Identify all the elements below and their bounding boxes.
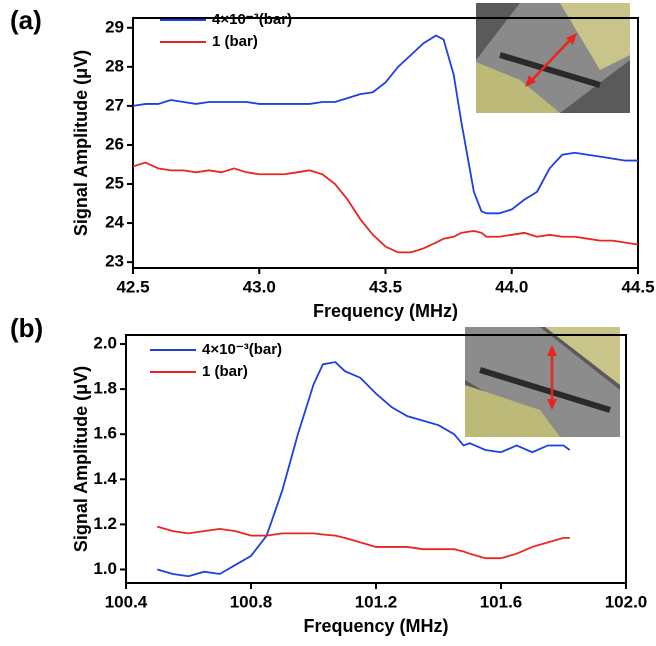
x-tick-label: 102.0 [605, 592, 648, 611]
y-tick-label: 26 [105, 134, 124, 153]
y-tick-label: 28 [105, 56, 124, 75]
x-tick-label: 101.6 [480, 592, 523, 611]
legend-label: 1 (bar) [212, 33, 258, 50]
y-tick-label: 25 [105, 174, 124, 193]
y-tick-label: 1.6 [93, 424, 117, 443]
series-line [132, 161, 639, 254]
x-tick-label: 100.4 [105, 592, 148, 611]
y-tick-label: 27 [105, 95, 124, 114]
y-axis-label: Signal Amplitude (μV) [71, 50, 91, 236]
y-tick-label: 1.0 [93, 559, 117, 578]
x-tick-label: 43.5 [369, 277, 402, 296]
x-tick-label: 100.8 [230, 592, 273, 611]
series-line [157, 361, 571, 578]
x-tick-label: 42.5 [116, 277, 149, 296]
y-tick-label: 24 [105, 213, 124, 232]
inset-a [476, 3, 630, 113]
y-tick-label: 23 [105, 252, 124, 271]
x-tick-label: 44.5 [621, 277, 654, 296]
y-tick-label: 1.4 [93, 469, 117, 488]
series-line [132, 34, 638, 215]
y-tick-label: 29 [105, 17, 124, 36]
y-tick-label: 2.0 [93, 334, 117, 353]
x-axis-label: Frequency (MHz) [313, 301, 458, 321]
y-axis-label: Signal Amplitude (μV) [71, 366, 91, 552]
legend-label: 1 (bar) [202, 363, 248, 380]
panel-label: (b) [10, 313, 43, 343]
series-line [157, 525, 570, 560]
legend-label: 4×10⁻³(bar) [212, 11, 292, 28]
y-tick-label: 1.2 [93, 514, 117, 533]
inset-b [465, 327, 620, 437]
x-tick-label: 101.2 [355, 592, 398, 611]
x-axis-label: Frequency (MHz) [303, 616, 448, 636]
x-tick-label: 43.0 [243, 277, 276, 296]
legend-label: 4×10⁻³(bar) [202, 341, 282, 358]
x-tick-label: 44.0 [495, 277, 528, 296]
panel-label: (a) [10, 5, 42, 35]
y-tick-label: 1.8 [93, 379, 117, 398]
